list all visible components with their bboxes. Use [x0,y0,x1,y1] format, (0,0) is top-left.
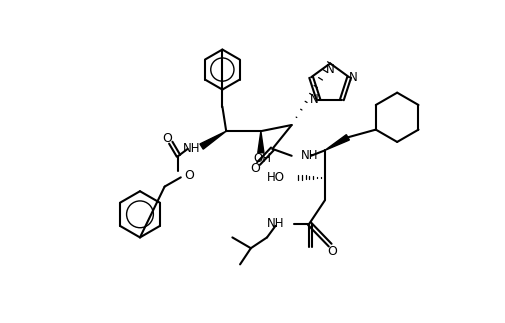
Text: HO: HO [266,171,284,184]
Text: O: O [184,169,194,182]
Polygon shape [199,131,226,149]
Text: O: O [250,162,260,175]
Text: OH: OH [253,152,271,165]
Text: O: O [326,245,336,258]
Text: O: O [162,132,172,145]
Polygon shape [324,135,349,151]
Text: NH: NH [182,141,199,155]
Text: NH: NH [267,217,284,230]
Text: NH: NH [300,149,318,162]
Polygon shape [257,131,264,153]
Text: N: N [310,93,318,106]
Text: N: N [325,63,334,76]
Text: N: N [348,71,357,84]
